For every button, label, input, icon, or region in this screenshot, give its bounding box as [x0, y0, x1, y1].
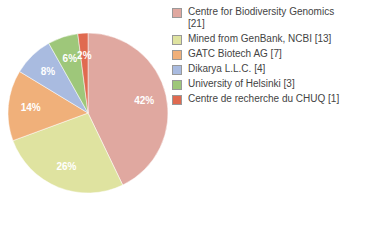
svg-text:2%: 2% — [77, 50, 92, 61]
html-text:Mined from GenBank, NCBI [13]: Mined from GenBank, NCBI [13] — [188, 33, 332, 44]
html-text:Centre for Biodiversity Genomi: Centre for Biodiversity Genomics [21] — [188, 6, 335, 29]
html-text:University of Helsinki [3]: University of Helsinki [3] — [188, 78, 295, 89]
html-text:Dikarya L.L.C. [4]: Dikarya L.L.C. [4] — [188, 63, 266, 74]
svg-text:6%: 6% — [63, 53, 78, 64]
svg-text:8%: 8% — [41, 66, 56, 77]
svg-text:26%: 26% — [56, 161, 76, 172]
html-text:Centre de recherche du CHUQ [1: Centre de recherche du CHUQ [1] — [188, 93, 340, 104]
svg-text:14%: 14% — [21, 102, 41, 113]
html-text:GATC Biotech AG [7]: GATC Biotech AG [7] — [188, 48, 282, 59]
svg-text:42%: 42% — [134, 95, 154, 106]
